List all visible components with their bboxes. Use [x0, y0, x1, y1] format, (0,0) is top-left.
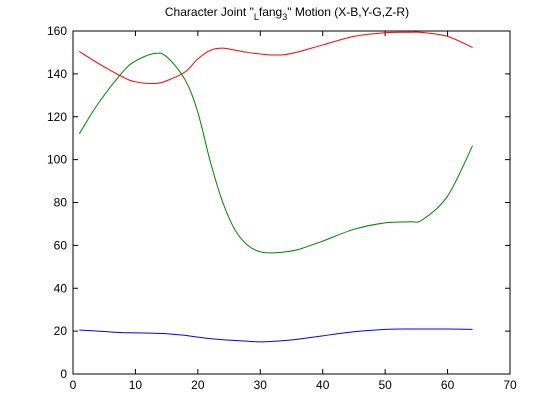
- series-line-z-red: [78, 31, 473, 85]
- y-tick-label: 160: [47, 24, 67, 38]
- x-tick-label: 60: [441, 378, 455, 392]
- chart-title: Character Joint "Lfang3" Motion (X-B,Y-G…: [165, 5, 409, 22]
- y-tick-label: 100: [47, 153, 67, 167]
- y-tick-label: 80: [54, 196, 68, 210]
- x-tick-label: 0: [70, 378, 77, 392]
- y-tick-label: 140: [47, 67, 67, 81]
- y-tick-label: 60: [54, 238, 68, 252]
- y-tick-label: 120: [47, 110, 67, 124]
- x-tick-label: 70: [503, 378, 517, 392]
- y-tick-label: 20: [54, 324, 68, 338]
- x-axis: 0 10 20 30 40 50 60 70: [70, 31, 517, 392]
- x-tick-label: 40: [316, 378, 330, 392]
- y-axis: 0 20 40 60 80 100 120 140 160: [47, 24, 510, 381]
- x-tick-label: 10: [129, 378, 143, 392]
- y-tick-label: 0: [60, 367, 67, 381]
- title-suffix: " Motion (X-B,Y-G,Z-R): [287, 5, 409, 19]
- series-line-x-blue: [79, 328, 473, 343]
- title-subscript-1: L: [254, 12, 259, 22]
- title-subscript-2: 3: [282, 12, 287, 22]
- y-tick-label: 40: [54, 281, 68, 295]
- title-joint-name: fang: [259, 5, 282, 19]
- plot-area: [72, 30, 511, 375]
- x-tick-label: 20: [191, 378, 205, 392]
- title-prefix: Character Joint ": [165, 5, 254, 19]
- series-line-y-green: [78, 52, 473, 254]
- series-layer: [78, 31, 473, 343]
- x-tick-label: 50: [378, 378, 392, 392]
- x-tick-label: 30: [254, 378, 268, 392]
